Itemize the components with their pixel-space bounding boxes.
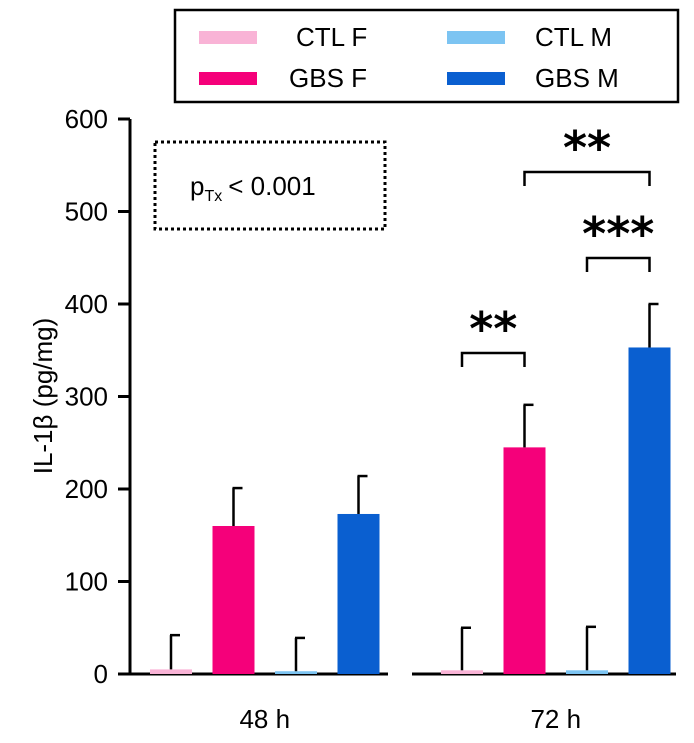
- significance-bracket: [585, 256, 651, 272]
- legend-swatch-gbs-f: [199, 72, 257, 85]
- p-value-rest: < 0.001: [228, 171, 315, 201]
- significance-stars: **: [469, 302, 517, 356]
- legend-label-ctl-m: CTL M: [535, 22, 612, 52]
- p-value-subscript: Tx: [204, 188, 222, 205]
- significance-bracket: [460, 351, 526, 367]
- y-tick-label: 500: [65, 197, 108, 227]
- bar-ctl-m: [566, 670, 608, 674]
- legend-label-gbs-f: GBS F: [289, 63, 367, 93]
- y-tick-label: 600: [65, 104, 108, 134]
- p-value-main: p: [190, 171, 204, 201]
- bar-ctl-f: [150, 669, 192, 674]
- bar-gbs-m: [337, 513, 380, 674]
- legend-label-ctl-f: CTL F: [296, 22, 367, 52]
- p-value-box: [153, 140, 387, 231]
- x-tick-label: 72 h: [530, 704, 581, 734]
- bar-gbs-f: [503, 447, 546, 674]
- significance-stars: ***: [582, 207, 654, 261]
- legend-swatch-ctl-m: [447, 31, 505, 44]
- bar-gbs-m: [628, 347, 671, 674]
- y-tick-label: 0: [94, 659, 108, 689]
- legend: CTL F GBS F CTL M GBS M: [173, 8, 680, 104]
- significance-bracket: [523, 170, 651, 186]
- legend-box: [173, 8, 680, 104]
- bar-ctl-m: [275, 671, 317, 674]
- legend-swatch-ctl-f: [199, 31, 257, 44]
- bar-gbs-f: [212, 526, 255, 674]
- legend-label-gbs-m: GBS M: [535, 63, 619, 93]
- p-value-annotation: pTx < 0.001: [153, 140, 387, 231]
- significance-stars: **: [563, 121, 611, 175]
- y-tick-label: 400: [65, 289, 108, 319]
- p-value-text: pTx < 0.001: [190, 171, 316, 205]
- x-tick-label: 48 h: [239, 704, 290, 734]
- y-axis-label: IL-1β (pg/mg): [28, 318, 58, 475]
- y-tick-label: 100: [65, 567, 108, 597]
- y-tick-label: 200: [65, 474, 108, 504]
- legend-swatch-gbs-m: [447, 72, 505, 85]
- bar-ctl-f: [441, 670, 483, 674]
- y-tick-label: 300: [65, 382, 108, 412]
